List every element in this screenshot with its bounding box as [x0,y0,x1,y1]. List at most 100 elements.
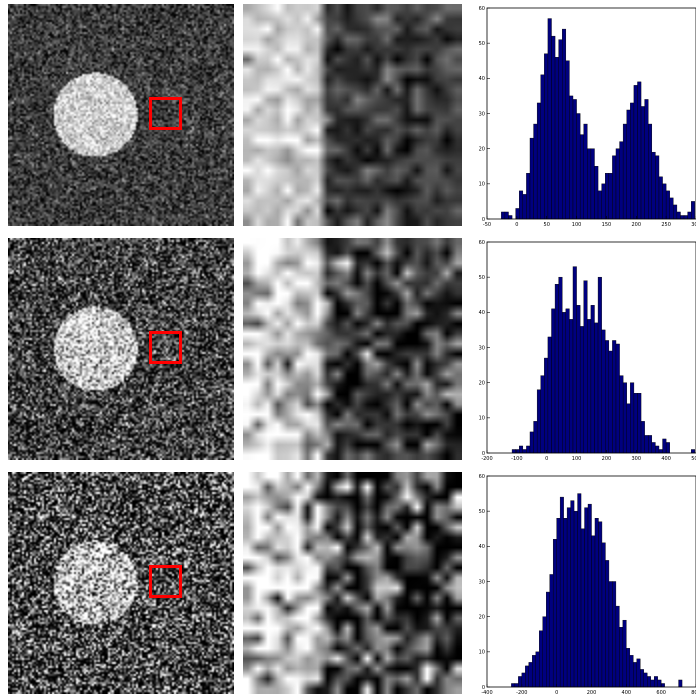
histogram-bar [590,148,595,220]
histogram-bar [660,683,665,688]
x-tick-label: 150 [602,222,612,228]
histogram-bar [579,134,584,220]
histogram-bar [529,431,534,454]
histogram-bar [554,284,559,454]
histogram-bar [608,350,613,454]
x-tick-label: 0 [515,222,518,228]
histogram-bar [612,340,617,454]
histogram-bar [577,493,582,688]
histogram-bar [536,102,541,220]
zoomed-roi-image [243,4,462,226]
histogram-bar [551,308,556,454]
histogram-bar [526,173,531,220]
histogram-bar [580,528,585,688]
histogram-bar [615,148,620,220]
zoomed-roi-image [243,238,462,460]
x-tick-label: 50 [544,222,550,228]
noisy-disk-image [8,472,234,694]
histogram-bar [655,445,660,454]
histogram-bar [640,106,645,220]
histogram-bar [569,95,574,220]
histogram-bar [619,141,624,220]
histogram-bar [680,215,685,220]
histogram-bar [554,57,559,220]
histogram-bar [559,496,564,688]
histogram-bar [601,542,606,688]
histogram-bar [590,305,595,454]
y-tick-label: 0 [482,451,485,457]
y-tick-label: 40 [479,544,485,550]
histogram-bar [558,276,563,454]
histogram-row-3: 0 10 20 30 40 50 60 -400 -200 0 200 400 600 800 [479,474,696,696]
y-tick-label: 20 [479,146,485,152]
histogram-bar [647,676,651,688]
noisy-image-row-2 [8,238,234,460]
histogram-bar [540,74,545,220]
histogram-bar [637,81,642,220]
histogram-bar [648,435,653,454]
x-tick-label: 400 [622,690,632,696]
histogram-bar [549,574,554,688]
histogram-bar [576,113,581,220]
y-tick-label: 60 [479,6,485,12]
x-tick-label: -200 [516,690,527,696]
histogram-bar [665,442,670,454]
histogram-bar [562,28,567,220]
y-tick-label: 20 [479,380,485,386]
histogram-bar [605,173,610,220]
histogram-bar [558,39,563,220]
histogram-bar [556,518,561,688]
histogram-bar [566,507,571,688]
histogram-bar [519,445,524,454]
histogram-bar [619,375,624,454]
y-tick-label: 40 [479,310,485,316]
histogram-bar [573,510,578,688]
histogram-bar [570,500,575,688]
histogram-bar [525,665,529,688]
histogram-bar [633,393,638,454]
histogram-bar [518,676,523,688]
zoom-crop-row-1 [243,4,462,226]
histogram-bar [594,322,599,454]
histogram-bar [522,194,527,220]
histogram-bar [662,183,667,220]
histogram-bar [658,449,663,454]
histogram-bar [691,449,696,454]
histogram-bar [583,280,588,454]
histogram-bar [526,445,531,454]
x-tick-label: 250 [661,222,671,228]
histogram-bar [521,672,526,688]
histogram-bar [519,190,524,220]
histogram-bar [683,215,688,220]
histogram-bar [587,148,592,220]
y-tick-label: 60 [479,474,485,480]
histogram-bar [622,382,627,454]
histogram-bar [653,676,658,688]
histogram-bar [637,393,642,454]
histogram-bar [678,679,683,688]
histogram-bar [615,605,620,688]
roi-box [149,565,182,598]
histogram-bar [579,326,584,454]
x-tick-label: -400 [481,690,492,696]
histogram-bar [644,435,649,454]
y-tick-label: 50 [479,275,485,281]
histogram-bar [572,99,577,220]
histogram-bar [601,329,606,454]
histogram-bar [643,672,648,688]
histogram-bar [594,518,599,688]
histogram-bar [644,99,649,220]
y-tick-label: 0 [482,217,485,223]
x-tick-label: 300 [632,456,642,462]
histogram-bar [650,679,655,688]
x-tick-label: 100 [572,222,582,228]
histogram-bar [662,438,667,454]
y-tick-label: 30 [479,345,485,351]
histogram-bar [687,211,692,220]
zoom-crop-row-2 [243,238,462,460]
histogram-bar [569,319,574,454]
histogram-bar [533,421,538,454]
histogram-bar [584,507,589,688]
histogram-bar [539,630,543,688]
